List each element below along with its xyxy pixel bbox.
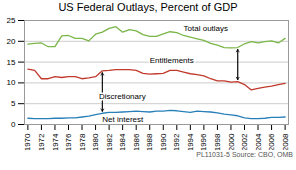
svg-text:Net interest: Net interest bbox=[102, 115, 144, 124]
svg-text:1992: 1992 bbox=[172, 133, 181, 150]
svg-text:1970: 1970 bbox=[23, 133, 32, 150]
svg-text:Entitlements: Entitlements bbox=[150, 56, 194, 65]
svg-text:1980: 1980 bbox=[91, 133, 100, 150]
svg-text:1998: 1998 bbox=[213, 133, 222, 150]
svg-text:1990: 1990 bbox=[159, 133, 168, 150]
svg-text:1972: 1972 bbox=[37, 133, 46, 150]
svg-text:10: 10 bbox=[7, 78, 16, 87]
svg-text:Total outlays: Total outlays bbox=[184, 24, 228, 33]
svg-text:Discretionary: Discretionary bbox=[99, 92, 146, 101]
svg-text:2000: 2000 bbox=[227, 133, 236, 150]
svg-text:2004: 2004 bbox=[254, 133, 263, 150]
svg-text:5: 5 bbox=[11, 99, 16, 108]
svg-text:1988: 1988 bbox=[145, 133, 154, 150]
svg-text:1982: 1982 bbox=[105, 133, 114, 150]
svg-text:2008: 2008 bbox=[281, 133, 290, 150]
html-text:PL11031-5 Source: CBO, OMB: PL11031-5 Source: CBO, OMB bbox=[196, 151, 293, 158]
svg-text:1976: 1976 bbox=[64, 133, 73, 150]
svg-text:1974: 1974 bbox=[51, 133, 60, 150]
svg-text:1984: 1984 bbox=[118, 133, 127, 150]
svg-text:2002: 2002 bbox=[240, 133, 249, 150]
html-text:US Federal Outlays, Percent of: US Federal Outlays, Percent of GDP bbox=[58, 1, 238, 13]
svg-text:1994: 1994 bbox=[186, 133, 195, 150]
svg-text:15: 15 bbox=[7, 58, 16, 67]
svg-text:25: 25 bbox=[7, 16, 16, 25]
svg-text:1986: 1986 bbox=[132, 133, 141, 150]
svg-text:20: 20 bbox=[7, 37, 16, 46]
svg-text:0: 0 bbox=[11, 120, 16, 129]
svg-text:1996: 1996 bbox=[199, 133, 208, 150]
svg-text:2006: 2006 bbox=[267, 133, 276, 150]
svg-text:1978: 1978 bbox=[78, 133, 87, 150]
